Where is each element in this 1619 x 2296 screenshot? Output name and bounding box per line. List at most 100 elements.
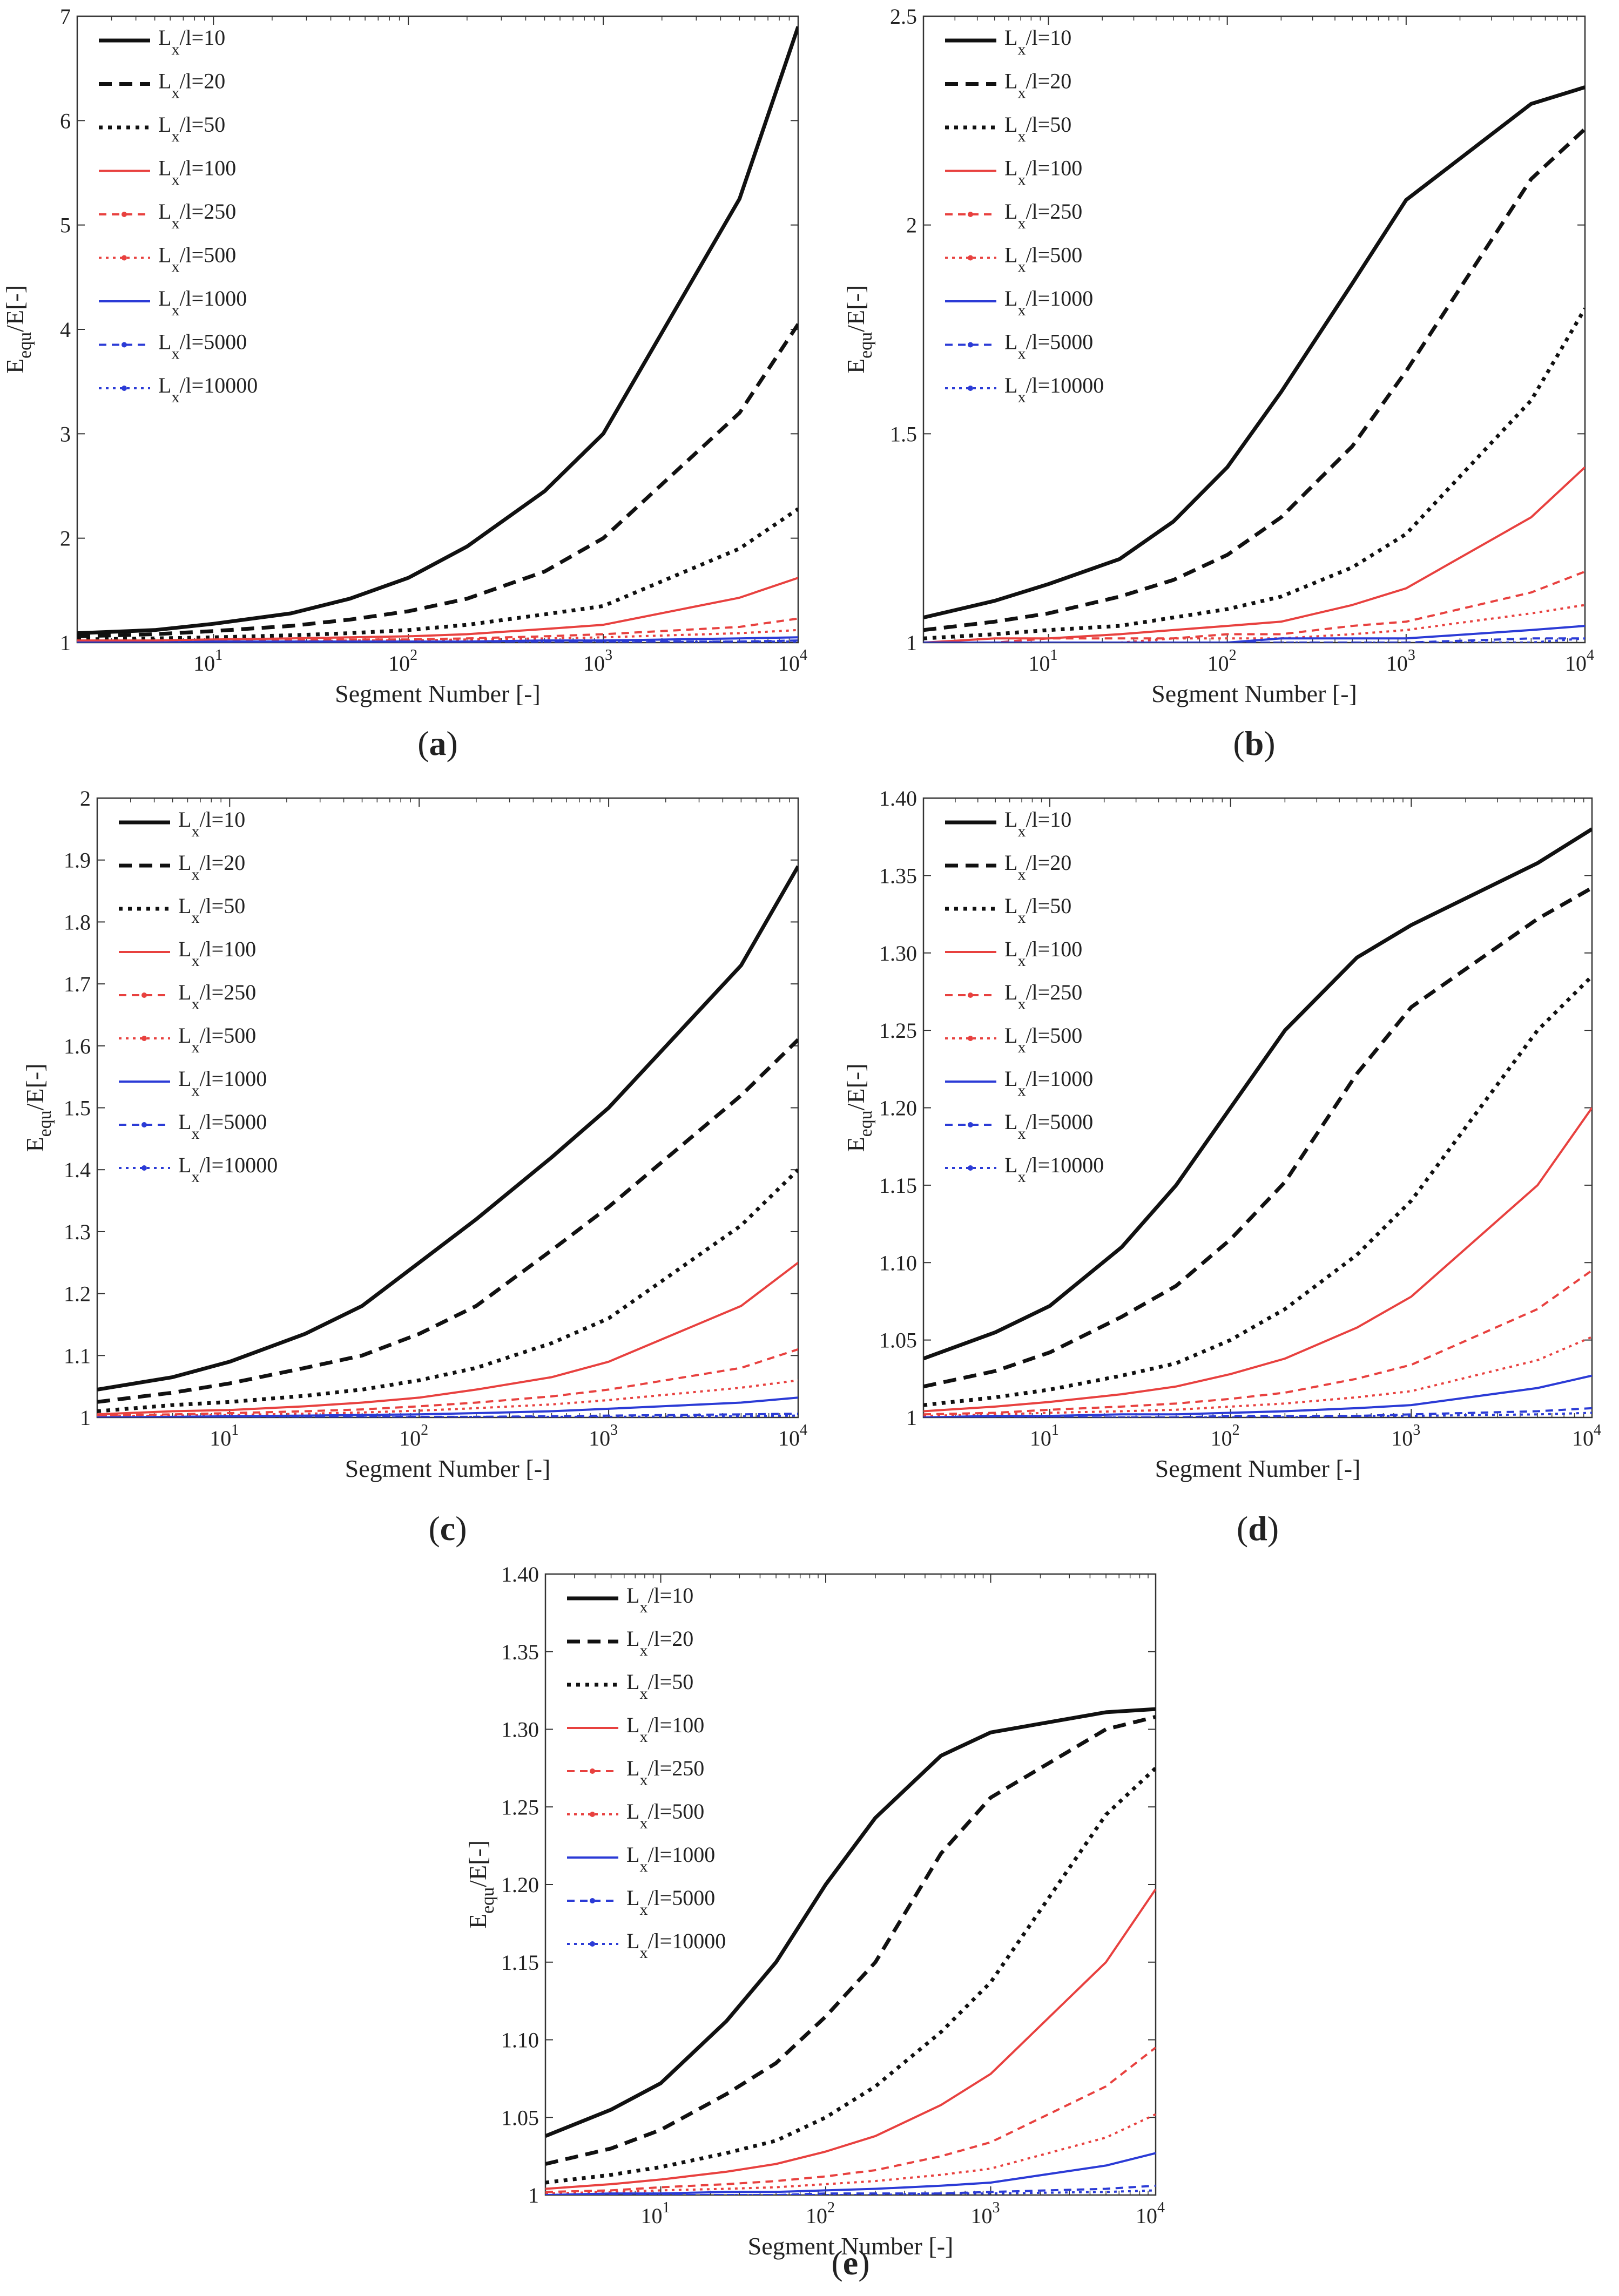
x-tick-label: 103: [1391, 1422, 1420, 1450]
legend-label-base: L: [158, 330, 171, 354]
x-tick-exponent: 2: [410, 647, 417, 664]
series-line-Lx-l-100: [923, 466, 1585, 643]
legend-label-subscript: x: [639, 1685, 647, 1703]
legend-label-subscript: x: [639, 1901, 647, 1919]
legend-label-rest: /l=10: [199, 807, 245, 832]
legend-label-subscript: x: [1017, 258, 1026, 276]
y-tick-label: 1.3: [64, 1220, 91, 1244]
legend-label-subscript: x: [171, 84, 179, 102]
legend-label: Lx/l=500: [1004, 1023, 1082, 1056]
x-tick-exponent: 1: [231, 1422, 239, 1439]
x-tick-label: 104: [1572, 1422, 1601, 1450]
legend-label: Lx/l=50: [158, 112, 225, 145]
plot-frame: [544, 1573, 1157, 2196]
plot-frame: [922, 797, 1593, 1419]
panel-label: (e): [831, 2244, 869, 2282]
series-line-Lx-l-5000: [923, 637, 1585, 643]
y-axis-label: Eequ/E[-]: [1, 285, 35, 374]
panel-label-open: (: [831, 2244, 842, 2282]
x-tick-label: 103: [971, 2199, 1000, 2228]
legend-label-base: L: [1004, 373, 1017, 397]
x-tick-base: 10: [388, 651, 410, 676]
y-label-base: E: [21, 1137, 49, 1152]
series-line-Lx-l-10000: [97, 1414, 798, 1417]
legend-marker: [122, 212, 127, 217]
legend-label-base: L: [1004, 1110, 1017, 1134]
x-tick-label: 101: [193, 647, 222, 676]
legend-label: Lx/l=500: [626, 1799, 704, 1832]
legend-label-rest: /l=250: [199, 980, 256, 1004]
legend-label-subscript: x: [171, 171, 179, 189]
legend-label-base: L: [178, 937, 191, 961]
series-line-Lx-l-20: [923, 886, 1592, 1389]
legend-label-base: L: [178, 850, 191, 875]
legend-label-rest: /l=20: [647, 1626, 693, 1651]
legend-label: Lx/l=50: [1004, 894, 1071, 927]
panel-label-letter: b: [1245, 724, 1264, 762]
legend-label-subscript: x: [191, 822, 199, 840]
legend-label: Lx/l=1000: [1004, 286, 1093, 319]
x-tick-base: 10: [583, 651, 605, 676]
panel-label: (b): [1233, 724, 1275, 762]
y-label-subscript: equ: [478, 1887, 498, 1914]
legend-label-rest: /l=100: [1026, 156, 1082, 180]
legend-label-subscript: x: [1017, 388, 1026, 406]
y-tick-label: 1.15: [501, 1950, 539, 1975]
y-tick-label: 3: [60, 422, 71, 446]
y-label-rest: /E[-]: [842, 1063, 869, 1110]
panel-label-open: (: [417, 724, 429, 762]
y-tick-label: 1.8: [64, 910, 91, 934]
x-tick-label: 102: [1207, 647, 1237, 676]
series-line-Lx-l-20: [97, 1038, 798, 1404]
series-line-Lx-l-10: [77, 26, 798, 636]
legend-label-rest: /l=10000: [1026, 373, 1104, 397]
legend-label-rest: /l=50: [647, 1670, 693, 1694]
x-tick-base: 10: [399, 1426, 421, 1450]
y-axis-label: Eequ/E[-]: [842, 1063, 876, 1152]
y-tick-label: 1.5: [890, 422, 917, 446]
panel-label-letter: d: [1248, 1509, 1267, 1548]
legend-label-subscript: x: [191, 995, 199, 1013]
legend-label-rest: /l=500: [1026, 1023, 1082, 1048]
x-tick-base: 10: [806, 2204, 827, 2228]
x-tick-exponent: 4: [1587, 647, 1594, 664]
series-line-Lx-l-10: [97, 865, 798, 1392]
legend-label: Lx/l=100: [626, 1713, 704, 1746]
legend-label-subscript: x: [1017, 345, 1026, 363]
legend-label-base: L: [1004, 243, 1017, 267]
y-tick-label: 1.2: [64, 1282, 91, 1306]
legend-marker: [968, 1122, 973, 1127]
panel-label: (a): [417, 724, 458, 762]
series-line-Lx-l-5000: [77, 639, 798, 643]
y-tick-label: 1.10: [879, 1251, 917, 1275]
panel-label: (d): [1237, 1509, 1279, 1548]
legend-label-rest: /l=1000: [647, 1842, 715, 1867]
y-label-subscript: equ: [856, 1110, 876, 1137]
legend-label-base: L: [1004, 1066, 1017, 1091]
legend-label-base: L: [626, 1670, 639, 1694]
x-tick-exponent: 2: [1229, 647, 1237, 664]
legend-label-base: L: [1004, 1153, 1017, 1177]
y-tick-label: 1.30: [879, 941, 917, 965]
x-tick-label: 104: [778, 647, 807, 676]
y-tick-label: 1.25: [501, 1795, 539, 1819]
series-line-Lx-l-100: [97, 1261, 798, 1416]
y-axis-label: Eequ/E[-]: [21, 1063, 55, 1152]
series-group: [923, 827, 1592, 1417]
legend-label-base: L: [626, 1929, 639, 1953]
legend-label-subscript: x: [171, 388, 179, 406]
legend-label-rest: /l=250: [1026, 980, 1082, 1004]
legend-label-base: L: [1004, 850, 1017, 875]
series-line-Lx-l-100: [545, 1888, 1156, 2190]
legend-label-rest: /l=20: [1026, 69, 1071, 93]
legend-label-base: L: [1004, 156, 1017, 180]
series-line-Lx-l-250: [923, 1269, 1592, 1416]
legend-label: Lx/l=10: [1004, 25, 1071, 58]
y-tick-label: 1.25: [879, 1018, 917, 1043]
legend-label-rest: /l=10000: [199, 1153, 278, 1177]
y-tick-label: 5: [60, 213, 71, 238]
legend-label: Lx/l=250: [1004, 199, 1082, 232]
x-axis-label: Segment Number [-]: [748, 2232, 954, 2260]
